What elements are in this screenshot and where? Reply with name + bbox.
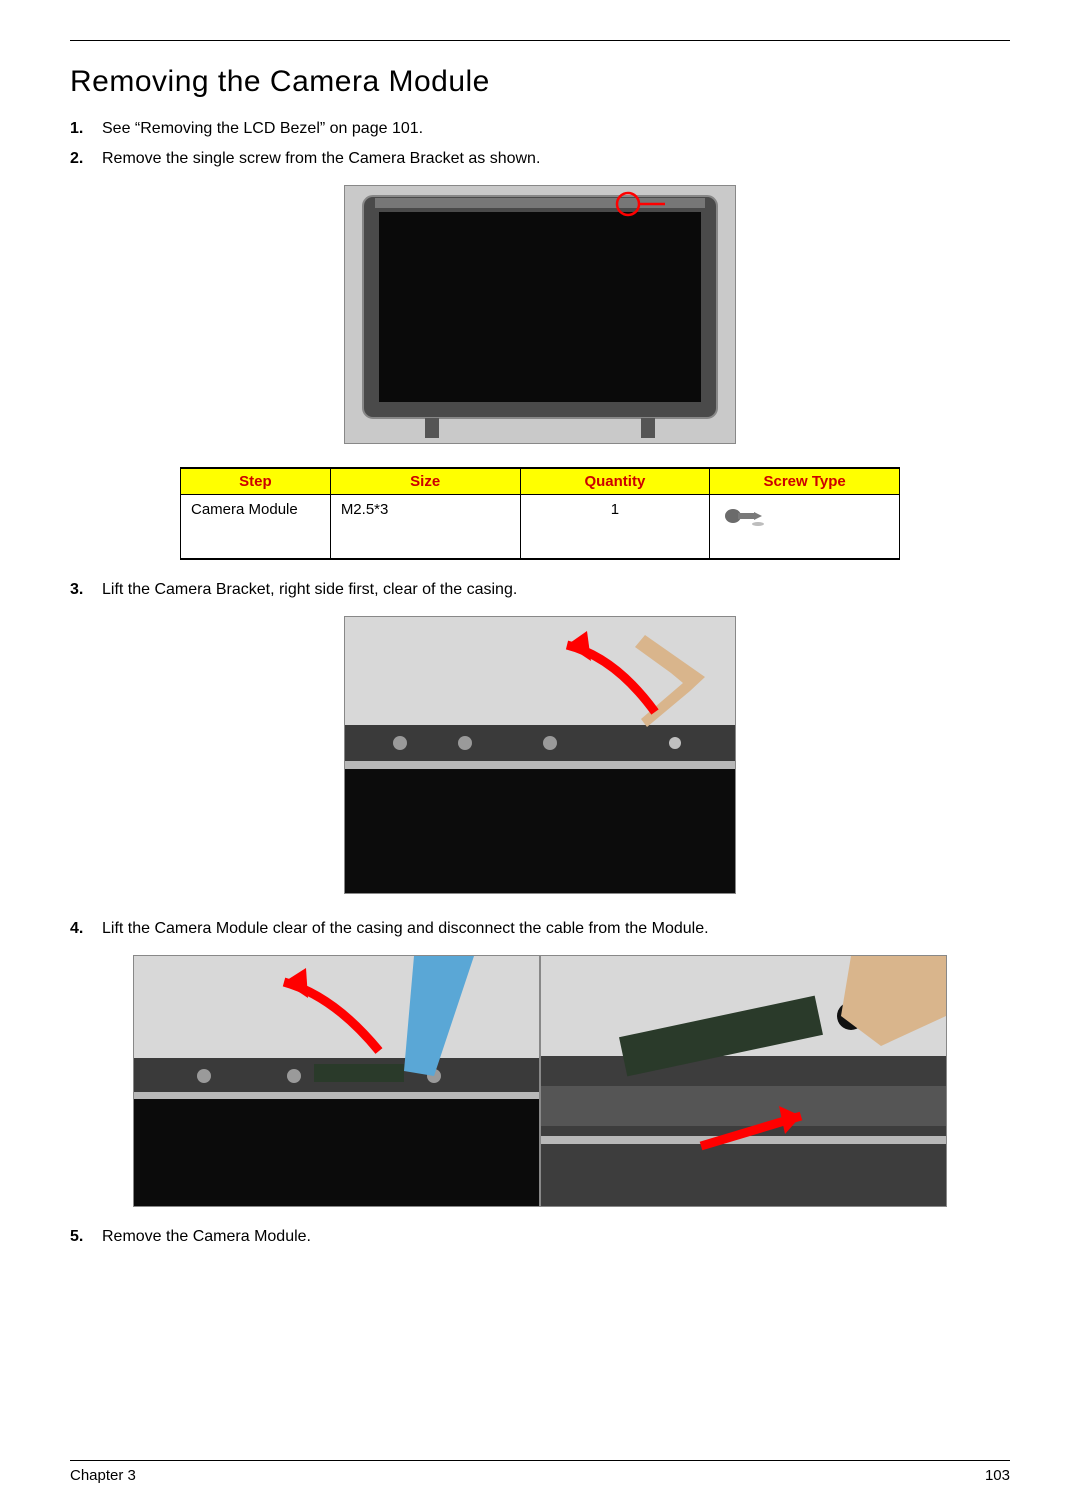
td-step: Camera Module (181, 495, 331, 559)
table-row: Camera Module M2.5*3 1 (181, 495, 900, 559)
figure-3 (70, 955, 1010, 1207)
figure-2 (70, 616, 1010, 899)
section-title: Removing the Camera Module (70, 65, 1010, 99)
footer-chapter: Chapter 3 (70, 1467, 136, 1484)
th-step: Step (181, 468, 331, 495)
step-5: 5. Remove the Camera Module. (102, 1225, 1010, 1249)
step-4: 4. Lift the Camera Module clear of the c… (102, 917, 1010, 941)
footer-page-number: 103 (985, 1467, 1010, 1484)
step-list-cont3: 5. Remove the Camera Module. (70, 1225, 1010, 1249)
figure-1 (70, 185, 1010, 449)
th-qty: Quantity (520, 468, 710, 495)
step-list: 1. See “Removing the LCD Bezel” on page … (70, 117, 1010, 171)
th-size: Size (330, 468, 520, 495)
photo-disconnect-cable (540, 955, 947, 1207)
screw-table: Step Size Quantity Screw Type Camera Mod… (180, 467, 900, 560)
step-number: 5. (70, 1225, 83, 1249)
photo-lift-module (133, 955, 540, 1207)
table-header-row: Step Size Quantity Screw Type (181, 468, 900, 495)
step-list-cont2: 4. Lift the Camera Module clear of the c… (70, 917, 1010, 941)
step-text: Remove the single screw from the Camera … (102, 150, 540, 167)
td-qty: 1 (520, 495, 710, 559)
document-page: Removing the Camera Module 1. See “Remov… (0, 0, 1080, 1512)
step-list-cont: 3. Lift the Camera Bracket, right side f… (70, 578, 1010, 602)
step-number: 2. (70, 147, 83, 171)
photo-lift-bracket (344, 616, 736, 894)
top-rule (70, 40, 1010, 41)
th-screw: Screw Type (710, 468, 900, 495)
step-number: 3. (70, 578, 83, 602)
step-number: 1. (70, 117, 83, 141)
screw-icon (720, 501, 764, 531)
step-text: Lift the Camera Module clear of the casi… (102, 920, 709, 937)
step-text: Remove the Camera Module. (102, 1228, 311, 1245)
footer-rule (70, 1460, 1010, 1461)
td-size: M2.5*3 (330, 495, 520, 559)
page-footer: Chapter 3 103 (70, 1460, 1010, 1484)
photo-lcd-assembly (344, 185, 736, 444)
td-screw-icon (710, 495, 900, 559)
step-number: 4. (70, 917, 83, 941)
step-3: 3. Lift the Camera Bracket, right side f… (102, 578, 1010, 602)
step-1: 1. See “Removing the LCD Bezel” on page … (102, 117, 1010, 141)
step-text: See “Removing the LCD Bezel” on page 101… (102, 120, 423, 137)
step-2: 2. Remove the single screw from the Came… (102, 147, 1010, 171)
step-text: Lift the Camera Bracket, right side firs… (102, 581, 517, 598)
